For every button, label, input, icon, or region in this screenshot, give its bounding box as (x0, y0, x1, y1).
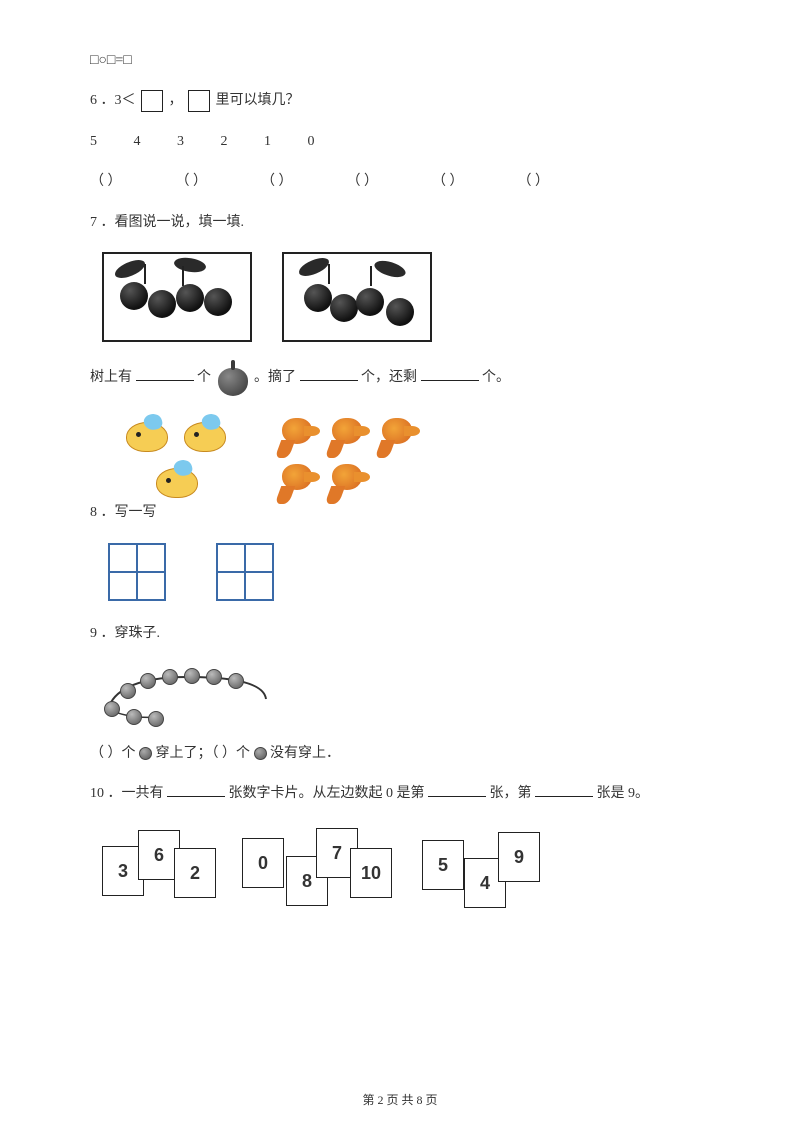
q8-write-boxes (108, 543, 710, 601)
number-cards: 36208710549 (102, 824, 710, 914)
pig-icon (150, 460, 202, 500)
blank-box[interactable] (141, 90, 163, 112)
write-grid[interactable] (216, 543, 274, 601)
question-9-title: 9 ．穿珠子. (90, 623, 710, 645)
write-grid[interactable] (108, 543, 166, 601)
q6-mid: ， (169, 94, 183, 109)
pig-group (120, 414, 250, 500)
fill-blank[interactable] (421, 367, 479, 381)
text: 。摘了 (254, 370, 296, 385)
fish-icon (278, 414, 322, 454)
fill-blank[interactable] (535, 783, 593, 797)
text: 个，还剩 (361, 370, 417, 385)
number-card: 9 (498, 832, 540, 882)
q7-images (102, 252, 710, 342)
paren-blank[interactable]: （ ） (90, 171, 172, 193)
fill-blank[interactable] (428, 783, 486, 797)
num: 4 (134, 131, 174, 153)
paren-blank[interactable]: （ ） (261, 171, 343, 193)
text: （ ）个 (90, 746, 136, 761)
text: 个。 (482, 370, 510, 385)
fill-blank[interactable] (300, 367, 358, 381)
tree-image-left (102, 252, 252, 342)
pig-icon (120, 414, 172, 454)
q6-prefix: 6 ．3＜ (90, 94, 136, 109)
bead-icon (139, 747, 152, 760)
q7-sentence: 树上有 个 。摘了 个，还剩 个。 (90, 360, 710, 396)
bead-icon (254, 747, 267, 760)
q6-suffix: 里可以填几？ (216, 94, 300, 109)
num: 3 (177, 131, 217, 153)
question-7-title: 7 ．看图说一说，填一填. (90, 212, 710, 234)
text: 10 ．一共有 (90, 786, 164, 801)
fill-blank[interactable] (136, 367, 194, 381)
fish-icon (278, 460, 322, 500)
number-card: 5 (422, 840, 464, 890)
q9-sentence: （ ）个 穿上了；（ ）个 没有穿上． (90, 743, 710, 765)
blank-box[interactable] (188, 90, 210, 112)
q6-numbers: 5 4 3 2 1 0 (90, 131, 710, 153)
text: 个 (197, 370, 211, 385)
text: 张数字卡片。从左边数起 0 是第 (229, 786, 425, 801)
paren-blank[interactable]: （ ） (347, 171, 429, 193)
num: 0 (308, 131, 348, 153)
text: 树上有 (90, 370, 132, 385)
number-card: 2 (174, 848, 216, 898)
fish-icon (378, 414, 422, 454)
text: 张是 9。 (597, 786, 650, 801)
text: 张，第 (490, 786, 532, 801)
q8-animals (120, 414, 710, 500)
text: 没有穿上． (270, 746, 340, 761)
fish-group (278, 414, 458, 500)
pig-icon (178, 414, 230, 454)
num: 1 (264, 131, 304, 153)
number-card: 0 (242, 838, 284, 888)
beads-image (98, 663, 278, 727)
question-10: 10 ．一共有 张数字卡片。从左边数起 0 是第 张，第 张是 9。 (90, 783, 710, 805)
fish-icon (328, 414, 372, 454)
fill-blank[interactable] (167, 783, 225, 797)
paren-blank[interactable]: （ ） (518, 171, 600, 193)
num: 2 (221, 131, 261, 153)
paren-blank[interactable]: （ ） (432, 171, 514, 193)
num: 5 (90, 131, 130, 153)
page-footer: 第 2 页 共 8 页 (0, 1091, 800, 1108)
tree-image-right (282, 252, 432, 342)
fish-icon (328, 460, 372, 500)
expression-line: □○□=□ (90, 50, 710, 72)
question-6: 6 ．3＜ ， 里可以填几？ (90, 90, 710, 113)
apple-icon (215, 360, 251, 396)
number-card: 10 (350, 848, 392, 898)
text: 穿上了；（ ）个 (156, 746, 251, 761)
paren-blank[interactable]: （ ） (176, 171, 258, 193)
q6-parens: （ ） （ ） （ ） （ ） （ ） （ ） (90, 171, 710, 193)
question-8-title: 8 ．写一写 (90, 502, 710, 524)
